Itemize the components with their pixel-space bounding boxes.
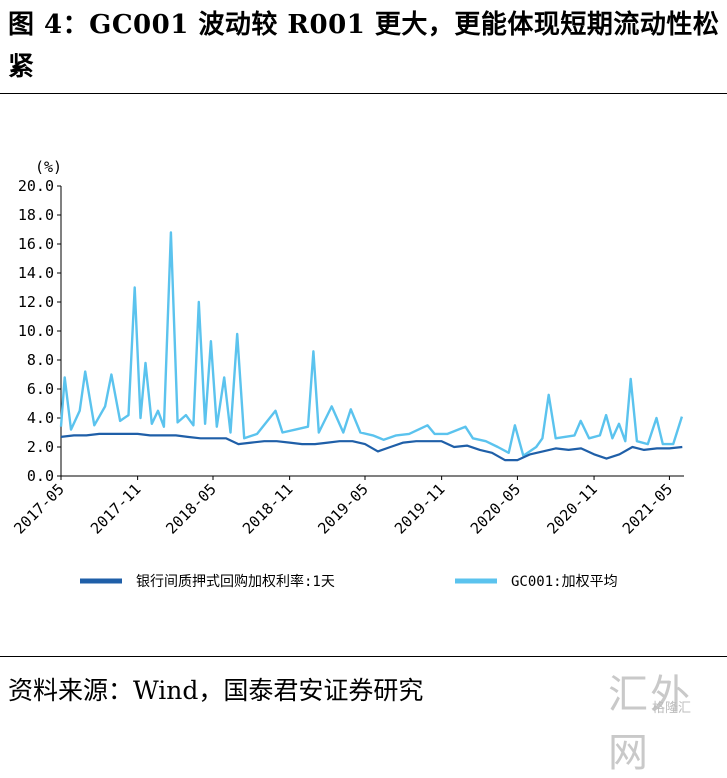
x-tick-label: 2018-11 xyxy=(239,480,296,537)
x-tick-label: 2020-05 xyxy=(467,480,524,537)
y-tick-label: 14.0 xyxy=(18,264,54,282)
legend-item-r001-label: 银行间质押式回购加权利率:1天 xyxy=(136,573,335,590)
y-unit-label: (%) xyxy=(35,158,62,176)
y-tick-label: 16.0 xyxy=(18,235,54,253)
legend: 银行间质押式回购加权利率:1天 GC001:加权平均 xyxy=(80,573,618,590)
y-tick-label: 2.0 xyxy=(27,438,54,456)
x-tick-label: 2019-05 xyxy=(314,480,371,537)
y-tick-label: 10.0 xyxy=(18,322,54,340)
y-tick-label: 20.0 xyxy=(18,177,54,195)
source-note: 资料来源：Wind，国泰君安证券研究 xyxy=(8,676,424,705)
y-tick-label: 8.0 xyxy=(27,351,54,369)
x-tick-label: 2021-05 xyxy=(619,480,676,537)
axes: (%) 0.0 2.0 4.0 6.0 8.0 10.0 12.0 14.0 16.0 18.0 20… xyxy=(10,158,684,538)
x-tick-label: 2018-05 xyxy=(162,480,219,537)
top-rule xyxy=(0,93,727,94)
y-tick-label: 12.0 xyxy=(18,293,54,311)
y-tick-label: 4.0 xyxy=(27,409,54,427)
watermark-small: 格隆汇 xyxy=(652,701,692,716)
series-layer xyxy=(59,231,684,462)
series-line-r001 xyxy=(60,432,683,462)
bottom-rule xyxy=(0,656,727,657)
series-line-gc001 xyxy=(59,231,684,457)
x-tick-label: 2017-11 xyxy=(87,480,144,537)
x-tick-label: 2020-11 xyxy=(543,480,600,537)
x-tick-label: 2017-05 xyxy=(10,480,67,537)
chart-area: (%) 0.0 2.0 4.0 6.0 8.0 10.0 12.0 14.0 16.0 18.0 20… xyxy=(10,158,684,590)
legend-item-gc001-label: GC001:加权平均 xyxy=(511,574,618,590)
figure-title: 图 4：GC001 波动较 R001 更大，更能体现短期流动性松紧 xyxy=(8,10,720,82)
y-tick-label: 6.0 xyxy=(27,380,54,398)
x-tick-label: 2019-11 xyxy=(391,480,448,537)
y-tick-label: 18.0 xyxy=(18,206,54,224)
y-tick-label: 0.0 xyxy=(27,467,54,485)
watermark-logo: 汇外网 xyxy=(608,672,692,776)
